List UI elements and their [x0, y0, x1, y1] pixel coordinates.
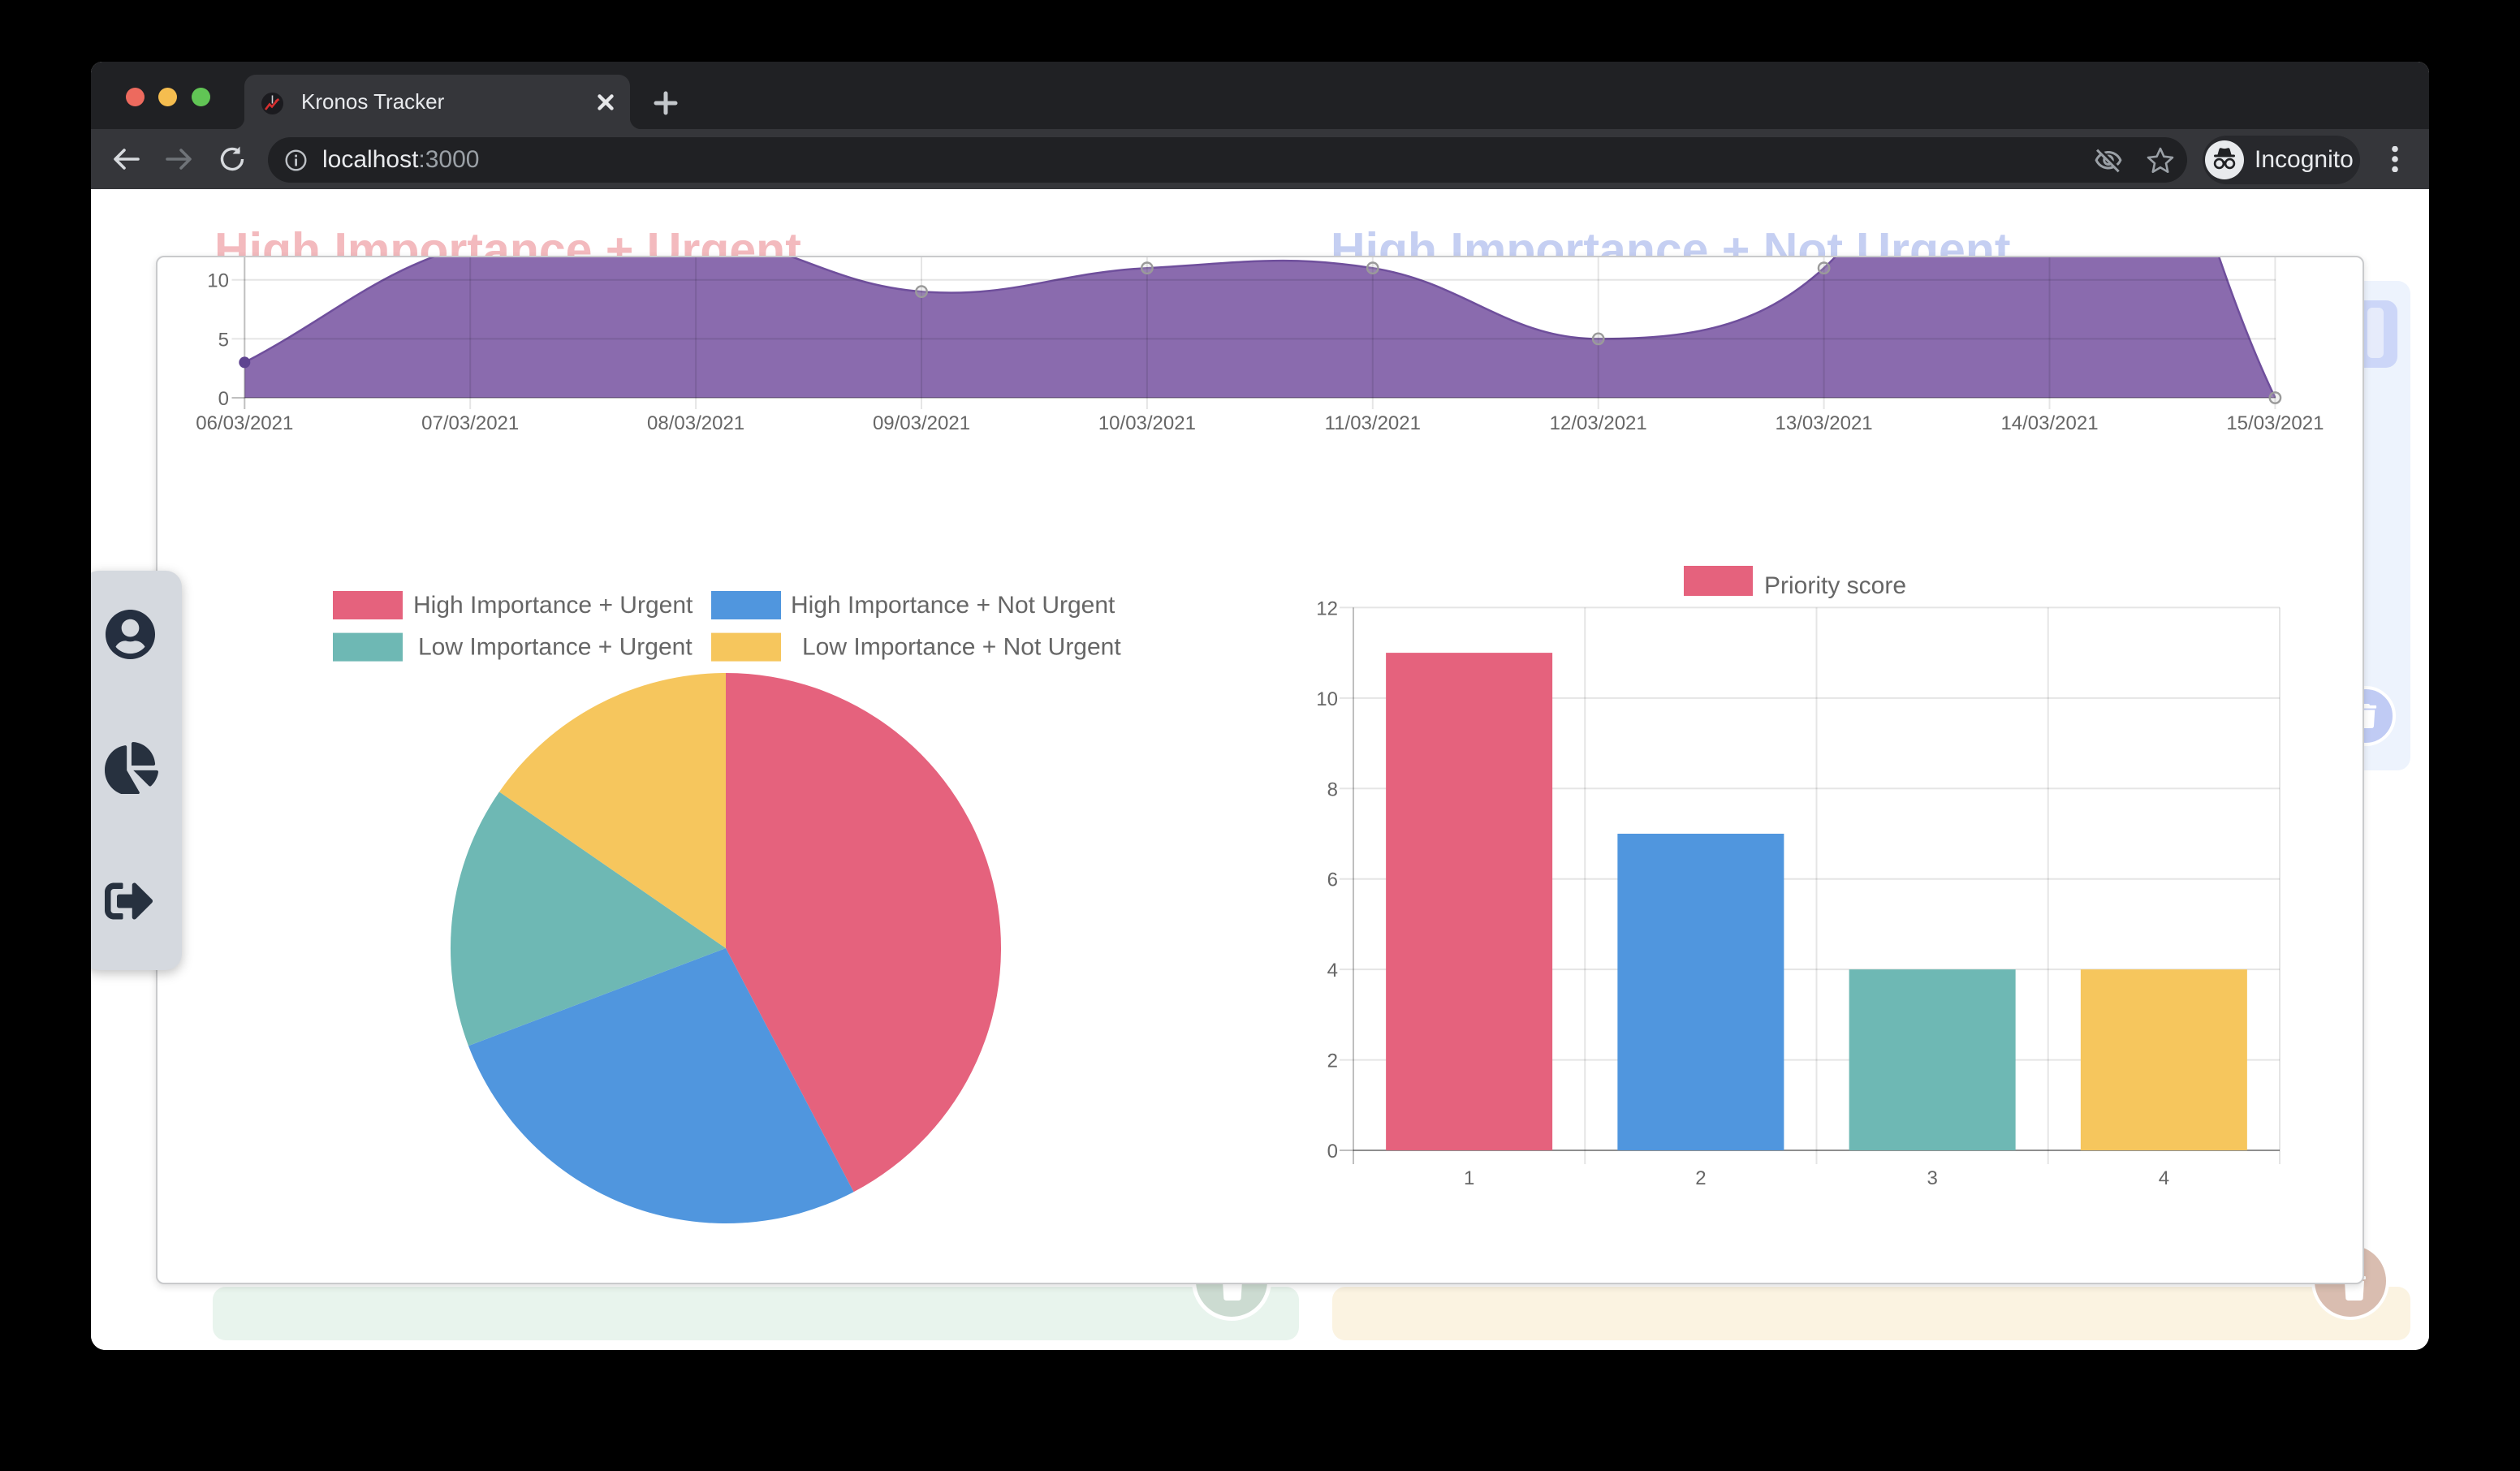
svg-text:10: 10	[207, 270, 229, 292]
svg-text:10: 10	[1316, 688, 1338, 710]
svg-text:High Importance + Not Urgent: High Importance + Not Urgent	[791, 592, 1115, 619]
svg-text:0: 0	[1327, 1141, 1338, 1163]
svg-text:8: 8	[1327, 779, 1338, 800]
svg-text:2: 2	[1695, 1167, 1706, 1189]
svg-text:Low Importance + Urgent: Low Importance + Urgent	[418, 634, 693, 661]
svg-text:5: 5	[218, 329, 229, 351]
svg-text:14/03/2021: 14/03/2021	[2000, 412, 2098, 434]
svg-text:12: 12	[1316, 597, 1338, 619]
svg-text:08/03/2021: 08/03/2021	[647, 412, 744, 434]
svg-text:15/03/2021: 15/03/2021	[2226, 412, 2324, 434]
svg-text:09/03/2021: 09/03/2021	[873, 412, 970, 434]
svg-text:12/03/2021: 12/03/2021	[1550, 412, 1647, 434]
svg-text:0: 0	[218, 388, 229, 410]
svg-text:10/03/2021: 10/03/2021	[1098, 412, 1196, 434]
svg-text:Priority score: Priority score	[1764, 572, 1906, 599]
svg-text:3: 3	[1927, 1167, 1937, 1189]
svg-text:2: 2	[1327, 1050, 1338, 1072]
svg-text:4: 4	[1327, 960, 1338, 981]
svg-text:1: 1	[1464, 1167, 1474, 1189]
svg-text:4: 4	[2159, 1167, 2169, 1189]
svg-text:6: 6	[1327, 869, 1338, 891]
svg-text:07/03/2021: 07/03/2021	[421, 412, 519, 434]
svg-text:Low Importance + Not Urgent: Low Importance + Not Urgent	[802, 634, 1121, 661]
svg-text:13/03/2021: 13/03/2021	[1776, 412, 1873, 434]
svg-text:11/03/2021: 11/03/2021	[1325, 412, 1421, 434]
svg-text:06/03/2021: 06/03/2021	[196, 412, 293, 434]
svg-text:High Importance + Urgent: High Importance + Urgent	[413, 592, 693, 619]
